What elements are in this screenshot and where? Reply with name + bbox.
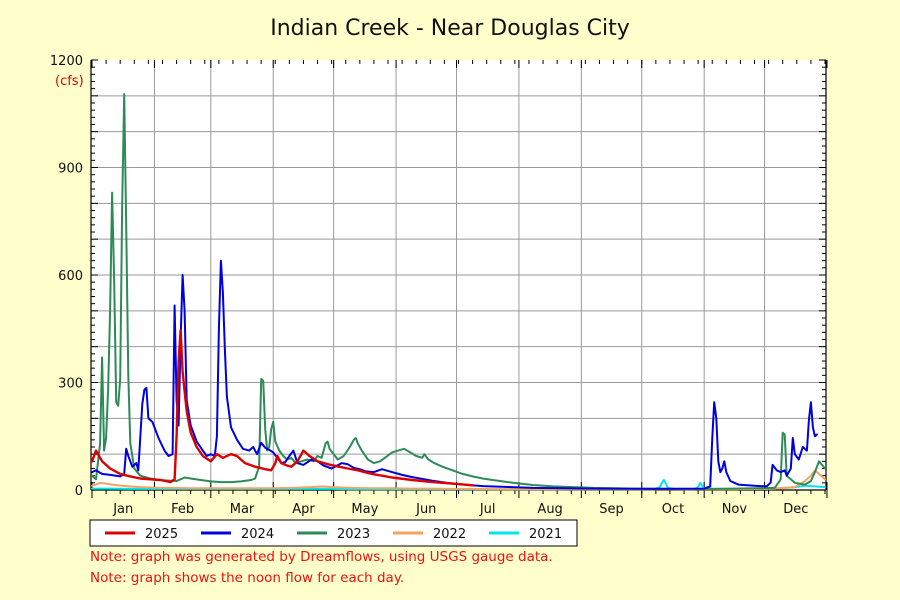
grid bbox=[91, 60, 826, 490]
note-noon-flow: Note: graph shows the noon flow for each… bbox=[90, 570, 405, 586]
x-month-label: Jun bbox=[415, 502, 436, 517]
series-line-2024 bbox=[91, 259, 818, 490]
legend-label-2024: 2024 bbox=[241, 527, 274, 542]
x-month-label: Jan bbox=[112, 502, 133, 517]
x-month-label: Dec bbox=[783, 502, 808, 517]
legend-label-2025: 2025 bbox=[145, 527, 178, 542]
chart-title: Indian Creek - Near Douglas City bbox=[270, 16, 630, 41]
x-month-label: Mar bbox=[230, 502, 255, 517]
x-month-label: Jul bbox=[479, 502, 496, 517]
x-month-label: Aug bbox=[537, 502, 562, 517]
x-month-label: Feb bbox=[171, 502, 194, 517]
x-month-label: May bbox=[351, 502, 378, 517]
legend: 2025 2024 2023 2022 2021 bbox=[89, 519, 578, 547]
note-source: Note: graph was generated by Dreamflows,… bbox=[90, 549, 553, 565]
axes: 0 300 600 900 1200 Jan Feb Mar Apr May Jun Jul Aug Se… bbox=[50, 54, 828, 517]
y-tick-label: 1200 bbox=[50, 54, 83, 69]
series-line-2025 bbox=[90, 329, 474, 487]
x-month-label: Apr bbox=[292, 502, 315, 517]
x-month-label: Sep bbox=[599, 502, 624, 517]
legend-label-2021: 2021 bbox=[529, 527, 562, 542]
y-tick-label: 0 bbox=[75, 484, 83, 499]
legend-label-2022: 2022 bbox=[433, 527, 466, 542]
legend-label-2023: 2023 bbox=[337, 527, 370, 542]
x-month-label: Oct bbox=[662, 502, 684, 517]
x-month-label: Nov bbox=[722, 502, 748, 517]
series-lines bbox=[90, 93, 826, 491]
y-tick-label: 600 bbox=[58, 269, 83, 284]
y-unit-label: (cfs) bbox=[55, 74, 84, 89]
y-tick-label: 300 bbox=[58, 377, 83, 392]
y-tick-label: 900 bbox=[58, 162, 83, 177]
